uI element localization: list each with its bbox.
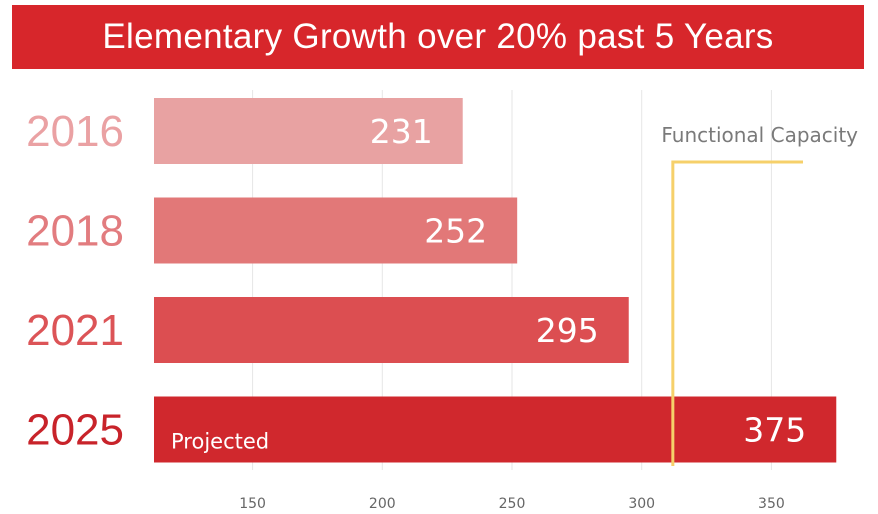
title-banner: Elementary Growth over 20% past 5 Years xyxy=(12,5,864,69)
x-axis-ticks: 150 200 250 300 350 xyxy=(239,496,785,512)
labels: 2016 231 2018 252 2021 295 2025 375 Projected Fun… xyxy=(26,107,858,455)
capacity-marker xyxy=(671,160,803,466)
category-label-2025: 2025 xyxy=(26,406,124,455)
bar-note-2025: Projected xyxy=(171,430,269,454)
category-label-2018: 2018 xyxy=(26,207,124,256)
bar-2021 xyxy=(154,297,629,363)
category-label-2021: 2021 xyxy=(26,306,124,355)
x-tick-label: 250 xyxy=(499,496,526,512)
x-tick-label: 300 xyxy=(628,496,655,512)
value-label-2016: 231 xyxy=(370,112,433,151)
capacity-label: Functional Capacity xyxy=(661,123,858,147)
x-tick-label: 150 xyxy=(239,496,266,512)
value-label-2018: 252 xyxy=(424,212,487,251)
value-label-2025: 375 xyxy=(743,411,806,450)
bar-2018 xyxy=(154,197,518,264)
capacity-line xyxy=(671,160,803,466)
bar-2025 xyxy=(154,396,837,463)
bars xyxy=(154,98,837,463)
x-tick-label: 350 xyxy=(758,496,785,512)
x-tick-label: 200 xyxy=(369,496,396,512)
category-label-2016: 2016 xyxy=(26,107,124,156)
value-label-2021: 295 xyxy=(536,311,599,350)
chart-title: Elementary Growth over 20% past 5 Years xyxy=(102,17,774,56)
bar-2016 xyxy=(154,98,463,164)
